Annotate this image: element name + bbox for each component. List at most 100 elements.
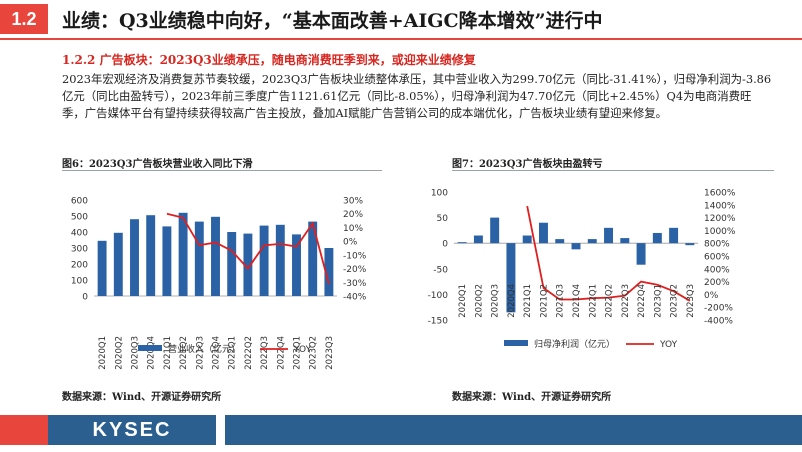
right-axis-tick: 10% [343, 224, 363, 234]
right-axis-tick: -20% [343, 265, 367, 275]
left-axis-tick: -50 [433, 265, 448, 275]
bar [669, 227, 679, 244]
category-label: 2022Q1 [588, 284, 598, 318]
category-label: 2021Q4 [212, 336, 222, 370]
legend-bar-label: 归母净利润（亿元） [534, 338, 615, 350]
category-label: 2020Q2 [114, 336, 124, 370]
legend-line-label: YOY [659, 340, 678, 350]
category-label: 2021Q3 [556, 284, 566, 318]
right-axis-tick: 1000% [704, 227, 736, 237]
legend-bar-swatch [138, 345, 162, 351]
category-label: 2020Q3 [131, 336, 141, 370]
left-axis-tick: 50 [437, 214, 449, 224]
category-label: 2020Q1 [458, 284, 468, 318]
bar [113, 232, 123, 296]
category-label: 2021Q2 [539, 284, 549, 318]
right-axis-tick: -200% [704, 304, 733, 314]
left-axis-tick: 600 [71, 197, 88, 207]
right-axis-tick: -40% [343, 293, 367, 303]
left-axis-tick: 400 [71, 229, 88, 239]
right-axis-tick: 0% [704, 291, 719, 301]
figure-6-chart: 0 100 200 300 400 500 600 30% 20% 10% 0% -10% -20% -3… [71, 197, 367, 370]
bar [555, 239, 565, 244]
bar [259, 225, 269, 296]
category-label: 2021Q2 [179, 336, 189, 370]
yoy-line [166, 212, 330, 285]
category-label: 2022Q3 [260, 336, 270, 370]
bar [457, 242, 467, 244]
legend-bar-swatch [504, 340, 528, 346]
bar [243, 233, 253, 296]
bar [227, 232, 237, 296]
right-axis-tick: -10% [343, 251, 367, 261]
bar [652, 232, 662, 244]
bar [162, 226, 172, 296]
bar [685, 243, 695, 246]
category-label: 2020Q2 [474, 284, 484, 318]
page-title: 业绩：Q3业绩稳中向好，“基本面改善+AIGC降本增效”进行中 [62, 10, 603, 32]
category-label: 2020Q1 [98, 336, 108, 370]
right-axis-tick: 1600% [704, 189, 736, 199]
figure-7-title: 图7：2023Q3广告板块由盈转亏 [452, 159, 603, 170]
bar [194, 221, 204, 296]
category-label: 2022Q4 [276, 336, 286, 370]
body-paragraph: 2023年宏观经济及消费复苏节奏较缓，2023Q3广告板块业绩整体承压，其中营业… [62, 72, 772, 120]
category-label: 2022Q2 [605, 284, 615, 318]
category-label: 2022Q1 [228, 336, 238, 370]
bar [324, 248, 334, 296]
left-axis-tick: -100 [428, 291, 449, 301]
figure-6-title: 图6：2023Q3广告板块营业收入同比下滑 [62, 159, 253, 170]
category-label: 2022Q4 [637, 284, 647, 318]
bar [211, 216, 220, 296]
right-axis-tick: -400% [704, 317, 733, 327]
category-label: 2023Q1 [653, 284, 663, 318]
bar [130, 219, 139, 296]
left-axis-tick: 500 [71, 213, 88, 223]
category-label: 2023Q3 [325, 336, 335, 370]
figure-7-chart: -150 -100 -50 0 50 100 1600% 1400% 1200% 1000% 800… [428, 189, 736, 351]
right-axis-tick: 20% [343, 210, 363, 220]
bar [636, 243, 646, 265]
bar [275, 224, 285, 296]
left-axis-tick: 200 [71, 261, 88, 271]
left-axis-tick: 0 [442, 240, 448, 250]
right-axis-tick: 30% [343, 197, 363, 207]
bar [587, 239, 597, 244]
right-axis-tick: 200% [704, 278, 730, 288]
bar [146, 215, 156, 296]
right-axis-tick: 0% [343, 238, 358, 248]
figure-7-rule [452, 170, 774, 171]
bar [538, 222, 548, 244]
header-divider [0, 38, 802, 40]
bar [506, 243, 516, 313]
bar [473, 235, 483, 244]
category-label: 2023Q2 [670, 284, 680, 318]
category-label: 2023Q3 [686, 284, 696, 318]
category-label: 2022Q2 [244, 336, 254, 370]
bar [522, 235, 532, 244]
yoy-line [526, 205, 691, 302]
bar [571, 243, 581, 250]
bar [308, 221, 318, 296]
bar [604, 227, 614, 244]
bar [490, 217, 500, 244]
left-axis-tick: 100 [431, 189, 448, 199]
subheading: 1.2.2 广告板块：2023Q3业绩承压，随电商消费旺季到来，或迎来业绩修复 [62, 53, 476, 67]
left-axis-tick: -150 [428, 317, 449, 327]
category-label: 2023Q2 [309, 336, 319, 370]
footer-accent [0, 415, 48, 445]
left-axis-tick: 0 [82, 293, 88, 303]
figure-6-rule [62, 170, 382, 171]
left-axis-tick: 100 [71, 277, 88, 287]
bar [178, 212, 188, 296]
figure-6-source: 数据来源：Wind、开源证券研究所 [62, 392, 222, 403]
right-axis-tick: -30% [343, 279, 367, 289]
figure-7-source: 数据来源：Wind、开源证券研究所 [452, 392, 612, 403]
category-label: 2020Q4 [147, 336, 157, 370]
bar [97, 240, 107, 296]
category-label: 2023Q1 [293, 336, 303, 370]
category-label: 2021Q1 [163, 336, 173, 370]
right-axis-tick: 1400% [704, 201, 736, 211]
category-label: 2022Q3 [621, 284, 631, 318]
bar [620, 238, 630, 244]
